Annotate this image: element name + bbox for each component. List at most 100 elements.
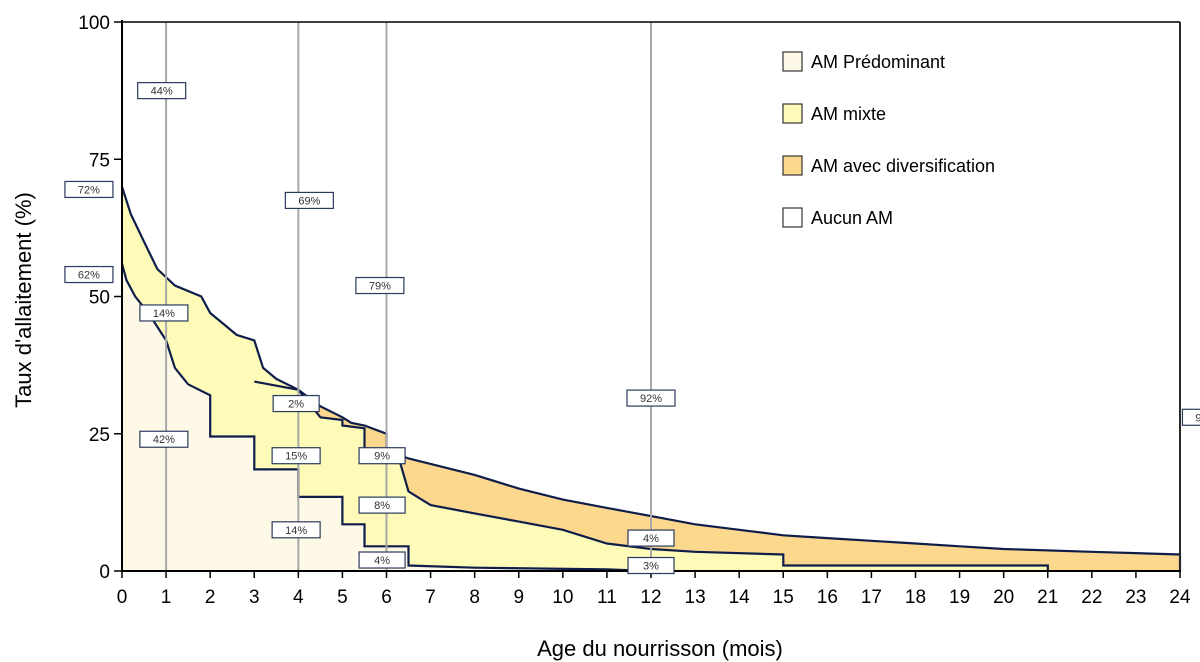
annotation-label: 14% xyxy=(285,525,307,537)
annotation-frame xyxy=(272,394,320,413)
x-tick-label: 24 xyxy=(1169,587,1191,608)
x-tick-label: 1 xyxy=(161,587,172,608)
x-tick-label: 21 xyxy=(1037,587,1058,608)
annotation-label: 8% xyxy=(374,500,390,512)
x-tick-label: 17 xyxy=(861,587,882,608)
legend-swatch xyxy=(782,103,803,124)
y-axis-ticks: 0 25 50 75 100 xyxy=(78,13,122,583)
annotation-frame xyxy=(358,447,406,465)
x-tick-label: 11 xyxy=(597,587,617,608)
annotation-box: 3% xyxy=(627,556,675,575)
x-tick-label: 6 xyxy=(381,587,392,608)
y-axis-title: Taux d'allaitement (%) xyxy=(11,192,36,408)
annotation-label: 92% xyxy=(640,393,662,405)
annotation-frame xyxy=(358,551,406,569)
x-tick-label: 4 xyxy=(293,587,304,608)
annotation-label: 4% xyxy=(374,555,390,567)
annotation-frame xyxy=(139,304,189,322)
area-am-pr-dominant xyxy=(122,263,651,571)
annotation-box: 72% xyxy=(64,180,114,199)
annotation-frame xyxy=(355,276,405,295)
y-tick-label: 75 xyxy=(89,150,110,171)
annotation-box: 42% xyxy=(139,430,189,448)
annotation-label: 15% xyxy=(285,451,307,463)
annotation-box: 2% xyxy=(272,394,320,413)
annotation-label: 9% xyxy=(374,451,390,463)
x-tick-label: 20 xyxy=(993,587,1014,608)
annotation-label: 3% xyxy=(643,561,659,573)
x-axis-ticks: 0 1 2 3 4 5 6 7 8 9 10 11 12 13 14 15 16 17 18 19 20 21 22 23 24 xyxy=(117,571,1191,608)
x-tick-label: 14 xyxy=(729,587,751,608)
annotation-frame xyxy=(64,180,114,199)
x-axis-title: Age du nourrisson (mois) xyxy=(537,636,783,661)
annotation-box: 8% xyxy=(358,496,406,514)
x-tick-label: 13 xyxy=(685,587,706,608)
x-tick-label: 8 xyxy=(469,587,480,608)
annotation-frame xyxy=(271,521,321,539)
x-tick-label: 10 xyxy=(552,587,573,608)
x-tick-label: 5 xyxy=(337,587,348,608)
x-tick-label: 22 xyxy=(1081,587,1102,608)
annotation-box: 4% xyxy=(627,529,675,547)
annotation-box: 79% xyxy=(355,276,405,295)
legend-swatch xyxy=(782,51,803,72)
legend-item: AM Prédominant xyxy=(782,51,945,72)
annotation-box: 62% xyxy=(64,265,114,284)
y-tick-label: 100 xyxy=(78,13,110,34)
annotation-label: 98% xyxy=(1195,412,1200,424)
legend-label: AM avec diversification xyxy=(811,156,995,176)
annotation-label: 72% xyxy=(78,184,100,196)
annotation-box: 92% xyxy=(626,389,676,407)
x-tick-label: 0 xyxy=(117,587,128,608)
y-tick-label: 50 xyxy=(89,288,110,309)
x-tick-label: 15 xyxy=(773,587,794,608)
legend-item: Aucun AM xyxy=(782,207,893,228)
x-tick-label: 7 xyxy=(425,587,436,608)
x-tick-label: 3 xyxy=(249,587,260,608)
annotation-label: 4% xyxy=(643,533,659,545)
legend-swatch xyxy=(782,207,803,228)
legend-swatch xyxy=(782,155,803,176)
x-tick-label: 16 xyxy=(817,587,838,608)
y-tick-label: 0 xyxy=(99,562,110,583)
annotation-box: 44% xyxy=(137,82,187,100)
chart-areas xyxy=(120,186,1182,573)
curve-am-avec-diversification xyxy=(254,380,1182,571)
annotation-frame xyxy=(1181,408,1200,426)
annotation-label: 2% xyxy=(288,399,304,411)
annotation-frame xyxy=(284,191,334,210)
annotation-box: 98% xyxy=(1181,408,1200,426)
area-am-mixte xyxy=(122,186,1048,571)
annotation-frame xyxy=(137,82,187,100)
legend-item: AM avec diversification xyxy=(782,155,995,176)
legend-label: AM mixte xyxy=(811,104,886,124)
x-tick-label: 19 xyxy=(949,587,970,608)
annotation-label: 69% xyxy=(298,195,320,207)
annotation-box: 9% xyxy=(358,447,406,465)
annotation-label: 42% xyxy=(153,434,175,446)
annotation-box: 15% xyxy=(271,447,321,465)
annotation-frame xyxy=(64,265,114,284)
legend-label: Aucun AM xyxy=(811,208,893,228)
annotation-frame xyxy=(358,496,406,514)
legend-item: AM mixte xyxy=(782,103,886,124)
curve-am-pr-dominant xyxy=(120,263,652,573)
annotation-box: 14% xyxy=(139,304,189,322)
x-tick-label: 18 xyxy=(905,587,926,608)
chart-legend: AM Prédominant AM mixte AM avec diversific… xyxy=(782,51,995,228)
annotation-box: 14% xyxy=(271,521,321,539)
annotation-box: 4% xyxy=(358,551,406,569)
x-tick-label: 12 xyxy=(640,587,661,608)
annotation-label: 79% xyxy=(369,281,391,293)
annotation-frame xyxy=(139,430,189,448)
annotation-frame xyxy=(627,556,675,575)
x-tick-label: 2 xyxy=(205,587,216,608)
annotation-label: 62% xyxy=(78,270,100,282)
legend-label: AM Prédominant xyxy=(811,52,945,72)
annotation-box: 69% xyxy=(284,191,334,210)
annotation-frame xyxy=(271,447,321,465)
x-tick-label: 9 xyxy=(513,587,524,608)
y-tick-label: 25 xyxy=(89,425,110,446)
annotation-frame xyxy=(626,389,676,407)
